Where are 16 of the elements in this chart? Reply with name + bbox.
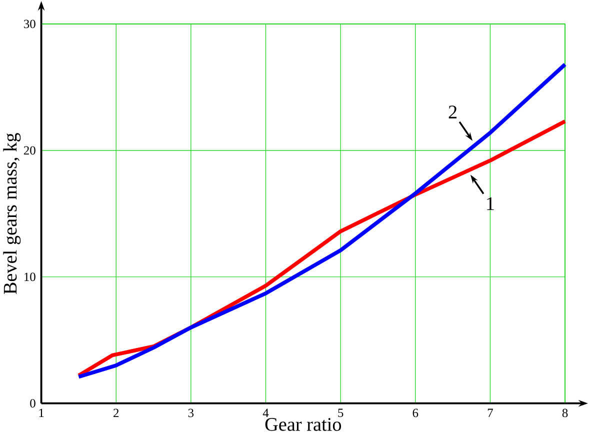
y-tick-label: 20	[24, 146, 36, 155]
y-tick-label: 30	[24, 20, 36, 28]
x-tick-label: 2	[114, 408, 119, 417]
x-axis-title: Gear ratio	[265, 418, 342, 431]
y-tick-label: 10	[24, 272, 36, 282]
x-tick-label: 3	[188, 408, 194, 418]
y-axis-title: Bevel gears mass, kg	[3, 133, 21, 294]
x-tick-label: 8	[562, 408, 568, 418]
x-tick-label: 1	[39, 408, 44, 417]
y-tick-label: 0	[30, 399, 36, 408]
x-tick-label: 4	[262, 408, 269, 417]
line-series	[76, 62, 567, 379]
x-tick-label: 6	[412, 408, 418, 418]
series-label: 2	[448, 106, 457, 118]
x-tick-label: 7	[488, 408, 493, 417]
x-tick-label: 5	[338, 408, 344, 418]
